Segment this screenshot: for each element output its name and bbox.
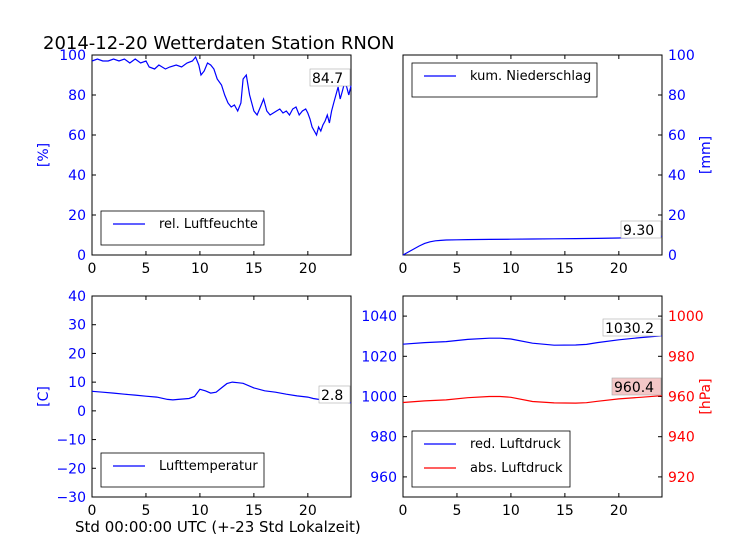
y-tick-label: 0 bbox=[77, 248, 86, 264]
x-tick-label: 10 bbox=[502, 503, 520, 519]
y-tick-label: 40 bbox=[668, 168, 686, 184]
y-tick-label: −30 bbox=[56, 490, 86, 506]
y-tick-label: 60 bbox=[68, 128, 86, 144]
x-tick-label: 5 bbox=[141, 503, 150, 519]
x-tick-label: 15 bbox=[245, 503, 263, 519]
x-tick-label: 20 bbox=[299, 261, 317, 277]
y-axis-label: [%] bbox=[36, 143, 52, 167]
legend-label: kum. Niederschlag bbox=[470, 69, 591, 84]
chart-panel-top-left: 0 5 10 15 20 0 20 40 60 80 100 [%] rel. Luftfeuchte 8… bbox=[36, 48, 352, 277]
y-tick-label: 20 bbox=[668, 208, 686, 224]
value-annotation: 1030.2 bbox=[605, 321, 654, 337]
y-tick-label: 1020 bbox=[361, 349, 397, 365]
y-tick-label: 40 bbox=[68, 289, 86, 305]
y-tick-label: 1000 bbox=[361, 390, 397, 406]
legend-label: rel. Luftfeuchte bbox=[159, 217, 258, 232]
x-tick-label: 15 bbox=[245, 261, 263, 277]
y-tick-label: 100 bbox=[668, 48, 695, 64]
y-tick-label: 10 bbox=[68, 375, 86, 391]
x-tick-label: 0 bbox=[88, 503, 97, 519]
value-annotation-box bbox=[602, 318, 662, 337]
legend-box bbox=[411, 62, 598, 98]
series-line-rel-luftfeuchte bbox=[91, 55, 352, 137]
y-tick-label: −20 bbox=[56, 461, 86, 477]
legend-label: abs. Luftdruck bbox=[470, 461, 563, 476]
x-tick-label: 10 bbox=[191, 261, 209, 277]
chart-panel-bottom-right: 0 5 10 15 20 960 980 1000 1020 1040 920 940 960 980 10… bbox=[361, 295, 714, 519]
chart-panel-top-right: 0 5 10 15 20 0 20 40 60 80 100 [mm] kum. Niederschla… bbox=[399, 48, 714, 277]
legend-label: red. Luftdruck bbox=[470, 437, 561, 452]
legend-box bbox=[411, 430, 571, 488]
x-tick-label: 10 bbox=[502, 261, 520, 277]
y-tick-label: 960 bbox=[370, 470, 397, 486]
legend-box bbox=[100, 210, 265, 246]
y-tick-label: 0 bbox=[668, 248, 677, 264]
value-annotation: 960.4 bbox=[614, 380, 654, 396]
x-tick-label: 5 bbox=[452, 261, 461, 277]
y-tick-label: 1040 bbox=[361, 309, 397, 325]
y-tick-label: 20 bbox=[68, 208, 86, 224]
value-annotation: 2.8 bbox=[321, 388, 343, 404]
y-tick-label: 80 bbox=[68, 88, 86, 104]
y-tick-label: 1000 bbox=[668, 309, 704, 325]
y-axis-label: [C] bbox=[36, 386, 52, 407]
value-annotation-box bbox=[620, 220, 662, 239]
x-tick-label: 20 bbox=[299, 503, 317, 519]
x-tick-label: 0 bbox=[399, 503, 408, 519]
x-tick-label: 5 bbox=[141, 261, 150, 277]
y-tick-label: 20 bbox=[68, 346, 86, 362]
chart-panel-bottom-left: 0 5 10 15 20 −30 −20 −10 0 10 20 30 40 [C] Lufttempera… bbox=[36, 289, 352, 519]
value-annotation-box bbox=[318, 385, 351, 404]
y-tick-label: 980 bbox=[370, 430, 397, 446]
y-tick-label: 940 bbox=[668, 430, 695, 446]
x-tick-label: 10 bbox=[191, 503, 209, 519]
x-tick-label: 20 bbox=[610, 261, 628, 277]
value-annotation: 9.30 bbox=[623, 223, 654, 239]
y-tick-label: 40 bbox=[68, 168, 86, 184]
figure-xlabel: Std 00:00:00 UTC (+-23 Std Lokalzeit) bbox=[75, 518, 361, 536]
value-annotation: 84.7 bbox=[312, 71, 343, 87]
value-annotation-box bbox=[611, 377, 662, 396]
value-annotation-box bbox=[309, 68, 351, 87]
x-tick-label: 0 bbox=[88, 261, 97, 277]
y-tick-label: 30 bbox=[68, 318, 86, 334]
y-tick-label: 0 bbox=[77, 404, 86, 420]
x-tick-label: 5 bbox=[452, 503, 461, 519]
y-axis-label: [hPa] bbox=[698, 378, 714, 414]
x-tick-label: 0 bbox=[399, 261, 408, 277]
y-tick-label: 980 bbox=[668, 349, 695, 365]
series-line-red-luftdruck bbox=[402, 335, 663, 346]
x-tick-label: 15 bbox=[556, 261, 574, 277]
y-tick-label: 100 bbox=[59, 48, 86, 64]
legend-box bbox=[100, 452, 265, 488]
figure-title: 2014-12-20 Wetterdaten Station RNON bbox=[43, 33, 394, 54]
legend-label: Lufttemperatur bbox=[159, 459, 258, 474]
y-tick-label: 80 bbox=[668, 88, 686, 104]
series-line-kum-niederschlag bbox=[402, 235, 663, 256]
y-tick-label: −10 bbox=[56, 433, 86, 449]
y-tick-label: 960 bbox=[668, 390, 695, 406]
y-axis-label: [mm] bbox=[698, 136, 714, 174]
x-tick-label: 15 bbox=[556, 503, 574, 519]
y-tick-label: 60 bbox=[668, 128, 686, 144]
x-tick-label: 20 bbox=[610, 503, 628, 519]
series-line-abs-luftdruck bbox=[402, 395, 663, 404]
y-tick-label: 920 bbox=[668, 470, 695, 486]
